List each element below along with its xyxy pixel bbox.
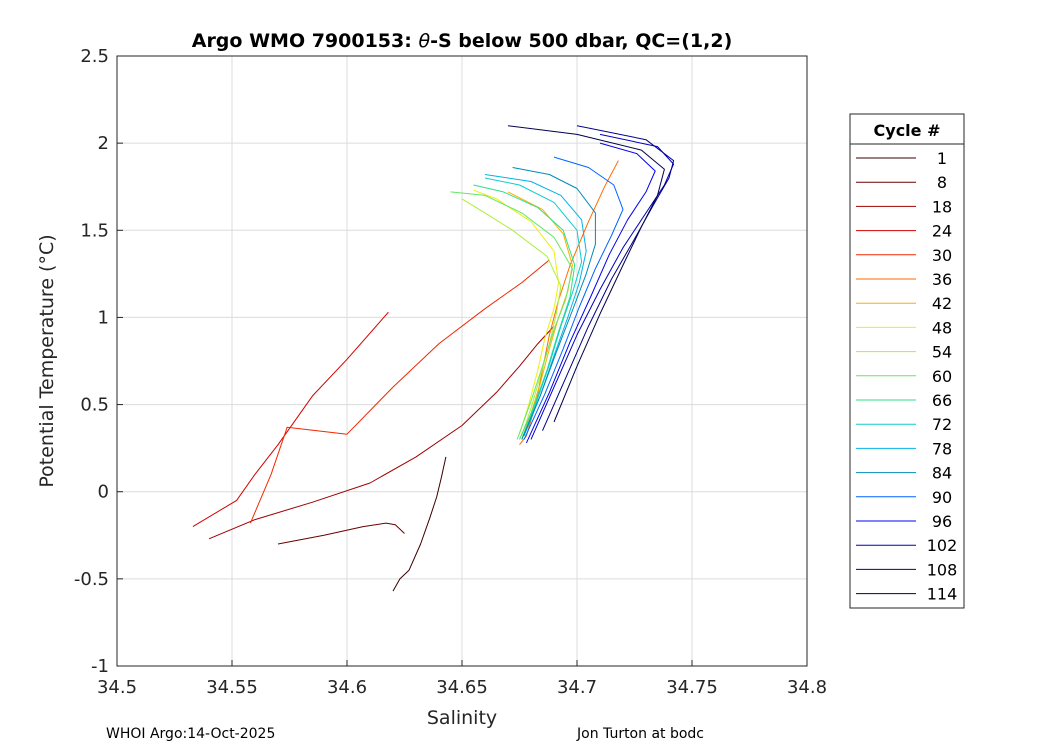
- y-tick-label: 1: [98, 307, 109, 328]
- title-suffix: -S below 500 dbar, QC=(1,2): [430, 30, 732, 52]
- x-tick-label: 34.65: [436, 677, 488, 698]
- legend-label-cycle-84: 84: [932, 464, 952, 483]
- legend-label-cycle-42: 42: [932, 294, 952, 313]
- series-line-cycle-8: [277, 522, 405, 545]
- y-tick-label: 1.5: [80, 220, 109, 241]
- footer-left: WHOI Argo:14-Oct-2025: [106, 726, 276, 742]
- legend-title: Cycle #: [874, 121, 941, 140]
- series-line-cycle-1: [392, 456, 447, 592]
- series-line-cycle-36: [519, 160, 619, 446]
- x-tick-label: 34.75: [666, 677, 718, 698]
- series-line-cycle-66: [473, 184, 576, 440]
- legend-label-cycle-1: 1: [937, 149, 947, 168]
- series-line-cycle-60: [450, 191, 573, 440]
- legend-label-cycle-66: 66: [932, 391, 952, 410]
- x-tick-label: 34.6: [327, 677, 367, 698]
- legend-label-cycle-60: 60: [932, 367, 952, 386]
- y-tick-label: 2: [98, 133, 109, 154]
- legend-label-cycle-36: 36: [932, 270, 952, 289]
- y-tick-label: -1: [91, 656, 109, 677]
- series-group: [192, 125, 675, 592]
- series-line-cycle-90: [523, 156, 624, 440]
- legend-label-cycle-30: 30: [932, 246, 952, 265]
- y-tick-label: 0.5: [80, 395, 109, 416]
- x-tick-label: 34.5: [97, 677, 137, 698]
- chart-title: Argo WMO 7900153: θ-S below 500 dbar, QC…: [192, 30, 733, 52]
- x-tick-label: 34.55: [206, 677, 258, 698]
- series-line-cycle-84: [512, 167, 596, 440]
- legend-box: [849, 113, 965, 609]
- y-tick-label: 2.5: [80, 46, 109, 67]
- series-line-cycle-72: [484, 177, 583, 440]
- legend-label-cycle-102: 102: [927, 536, 958, 555]
- title-prefix: Argo WMO 7900153:: [192, 30, 419, 52]
- legend-label-cycle-72: 72: [932, 415, 952, 434]
- series-line-cycle-48: [473, 189, 560, 435]
- series-line-cycle-30: [249, 259, 550, 524]
- x-axis-ticks: 34.5 34.55 34.6 34.65 34.7 34.75 34.8: [97, 660, 827, 698]
- series-line-cycle-102: [530, 133, 675, 440]
- title-theta: θ: [418, 30, 430, 52]
- legend-label-cycle-96: 96: [932, 512, 952, 531]
- legend-label-cycle-18: 18: [932, 197, 952, 216]
- series-line-cycle-114: [507, 125, 665, 423]
- legend-label-cycle-54: 54: [932, 343, 952, 362]
- y-tick-label: -0.5: [74, 569, 109, 590]
- y-tick-label: 0: [98, 482, 109, 503]
- x-tick-label: 34.8: [787, 677, 827, 698]
- legend-label-cycle-8: 8: [937, 173, 947, 192]
- legend-label-cycle-48: 48: [932, 318, 952, 337]
- legend-label-cycle-114: 114: [927, 585, 958, 604]
- y-axis-ticks: -1 -0.5 0 0.5 1 1.5 2 2.5: [74, 46, 123, 677]
- series-line-cycle-24: [192, 311, 389, 528]
- legend-label-cycle-78: 78: [932, 439, 952, 458]
- x-axis-label: Salinity: [427, 707, 497, 729]
- x-tick-label: 34.7: [557, 677, 597, 698]
- legend: Cycle # 18182430364248546066727884909610…: [849, 113, 965, 609]
- series-line-cycle-96: [525, 142, 656, 444]
- legend-label-cycle-108: 108: [927, 560, 958, 579]
- legend-label-cycle-90: 90: [932, 488, 952, 507]
- y-axis-label: Potential Temperature (°C): [36, 234, 58, 487]
- footer-right: Jon Turton at bodc: [577, 726, 705, 742]
- series-line-cycle-18: [208, 325, 555, 540]
- legend-label-cycle-24: 24: [932, 222, 952, 241]
- series-line-cycle-54: [461, 198, 562, 437]
